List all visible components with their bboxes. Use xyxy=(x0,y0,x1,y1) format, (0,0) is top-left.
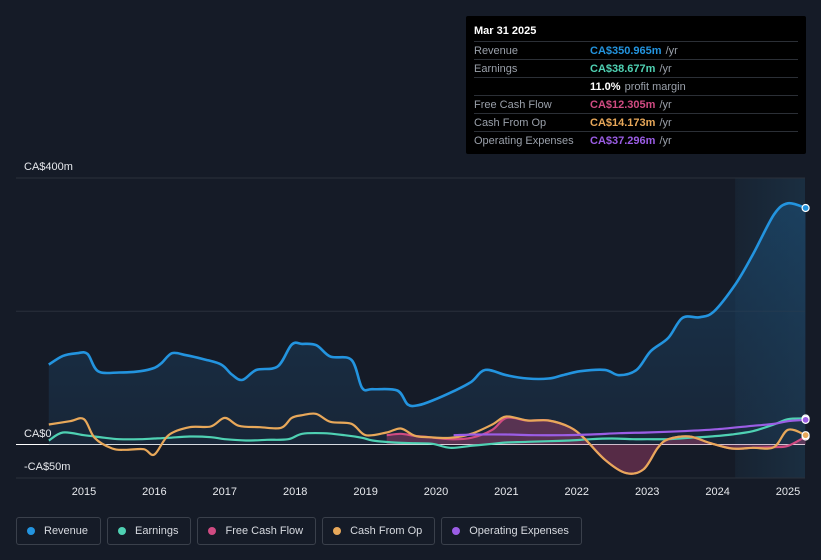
tooltip-unit: profit margin xyxy=(624,80,686,93)
tooltip-label: Free Cash Flow xyxy=(474,98,552,111)
x-tick-label: 2023 xyxy=(635,486,659,498)
legend-dot-icon xyxy=(118,527,127,535)
legend-item-free-cash-flow[interactable]: Free Cash Flow xyxy=(197,517,317,545)
x-tick-label: 2018 xyxy=(283,486,307,498)
tooltip-unit: /yr xyxy=(665,44,678,57)
tooltip-row: Operating Expenses CA$37.296m/yr xyxy=(474,132,798,149)
cash-from-op-line xyxy=(48,412,807,475)
free-cash-flow-area xyxy=(386,417,806,474)
tooltip-unit: /yr xyxy=(659,98,672,111)
legend-dot-icon xyxy=(27,527,35,535)
tooltip-rows: Revenue CA$350.965m/yr Earnings CA$38.677m /… xyxy=(474,42,798,149)
x-tick-label: 2022 xyxy=(565,486,589,498)
tooltip-row: 11.0% profit margin xyxy=(474,78,798,96)
tooltip-label: Earnings xyxy=(474,62,518,75)
tooltip-row: Cash From Op CA$14.173m/yr xyxy=(474,114,798,132)
x-tick-label: 2020 xyxy=(424,486,448,498)
legend-item-operating-expenses[interactable]: Operating Expenses xyxy=(441,517,582,545)
y-label-top: CA$400m xyxy=(24,161,73,173)
cash-from-op-end-marker xyxy=(801,431,810,440)
x-tick-label: 2019 xyxy=(353,486,377,498)
tooltip-panel: Mar 31 2025 Revenue CA$350.965m/yr Earning… xyxy=(466,16,806,154)
tooltip-value: CA$350.965m xyxy=(590,44,662,57)
legend-label: Revenue xyxy=(44,525,89,537)
tooltip-value: CA$37.296m xyxy=(590,134,656,147)
legend: Revenue Earnings Free Cash Flow Cash From O… xyxy=(16,517,582,545)
legend-item-earnings[interactable]: Earnings xyxy=(107,517,192,545)
y-label-zero: CA$0 xyxy=(24,428,52,440)
x-tick-label: 2024 xyxy=(705,486,729,498)
legend-dot-icon xyxy=(452,527,461,535)
revenue-line xyxy=(48,201,807,408)
revenue-area xyxy=(48,203,806,445)
tooltip-unit: /yr xyxy=(659,116,672,129)
tooltip-label: Cash From Op xyxy=(474,116,547,129)
legend-label: Cash From Op xyxy=(350,525,423,537)
operating-expenses-line xyxy=(453,418,806,437)
tooltip-label: Operating Expenses xyxy=(474,134,574,147)
tooltip-unit: /yr xyxy=(659,62,672,75)
x-tick-label: 2017 xyxy=(213,486,237,498)
tooltip-row: Free Cash Flow CA$12.305m/yr xyxy=(474,96,798,114)
y-label-bottom: -CA$50m xyxy=(24,461,70,473)
legend-label: Operating Expenses xyxy=(469,525,569,537)
tooltip-value: CA$14.173m xyxy=(590,116,656,129)
legend-label: Free Cash Flow xyxy=(225,525,304,537)
tooltip-label: Revenue xyxy=(474,44,519,57)
tooltip-date: Mar 31 2025 xyxy=(474,24,798,42)
x-tick-label: 2016 xyxy=(142,486,166,498)
revenue-end-marker xyxy=(801,203,810,213)
legend-item-cash-from-op[interactable]: Cash From Op xyxy=(322,517,436,545)
x-tick-label: 2021 xyxy=(494,486,518,498)
x-tick-label: 2015 xyxy=(72,486,96,498)
legend-item-revenue[interactable]: Revenue xyxy=(16,517,102,545)
tooltip-value: CA$38.677m xyxy=(590,62,656,75)
operating-expenses-end-marker xyxy=(801,415,810,424)
tooltip-row: Revenue CA$350.965m/yr xyxy=(474,42,798,60)
tooltip-value: CA$12.305m xyxy=(590,98,656,111)
tooltip-unit: /yr xyxy=(659,134,672,147)
tooltip-row: Earnings CA$38.677m/yr xyxy=(474,60,798,78)
legend-dot-icon xyxy=(208,527,217,535)
legend-label: Earnings xyxy=(135,525,179,537)
legend-dot-icon xyxy=(333,527,342,535)
tooltip-value: 11.0% xyxy=(590,80,621,93)
x-tick-label: 2025 xyxy=(776,486,800,498)
